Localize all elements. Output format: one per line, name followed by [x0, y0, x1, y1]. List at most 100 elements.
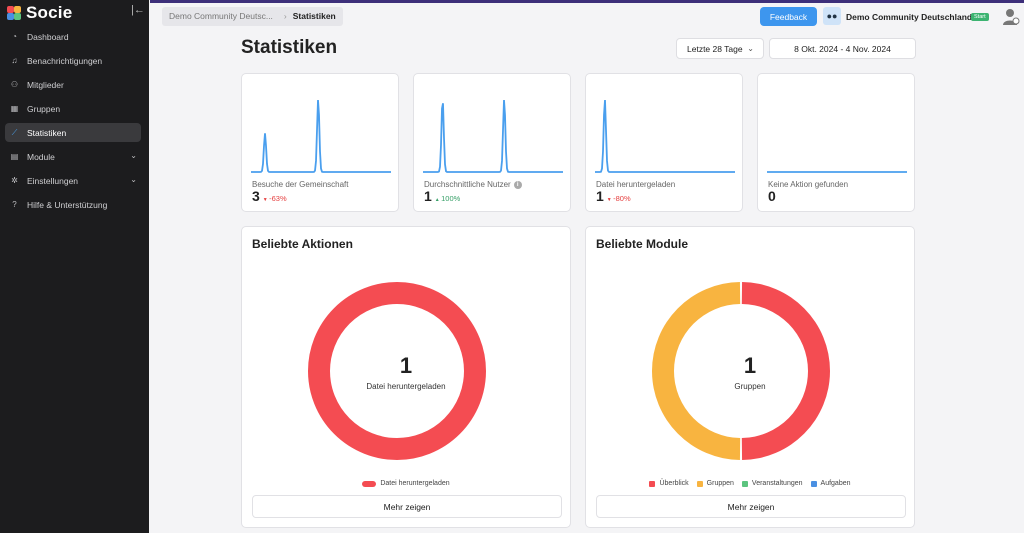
sparkline-chart: [595, 99, 735, 173]
info-icon[interactable]: i: [513, 180, 522, 189]
breadcrumb-current: Statistiken: [290, 7, 343, 26]
groups-icon: ▦: [10, 104, 19, 113]
legend-item[interactable]: Aufgaben: [810, 480, 851, 487]
date-range-picker[interactable]: 8 Okt. 2024 - 4 Nov. 2024: [769, 38, 916, 59]
stat-card-community-visits: Besuche der Gemeinschaft 3 ▼ -63%: [241, 73, 399, 212]
sidebar-nav: ◔ Dashboard ♫ Benachrichtigungen ⚇ Mitglieder…: [5, 27, 141, 219]
stat-change-down: ▼ -63%: [263, 194, 287, 203]
legend-label: Veranstaltungen: [751, 480, 803, 487]
stat-change-text: -80%: [613, 194, 631, 203]
legend-item[interactable]: Überblick: [649, 480, 689, 487]
arrow-up-icon: ▲: [434, 197, 442, 203]
stat-change-down: ▼ -80%: [607, 194, 631, 203]
popular-modules-donut: [651, 282, 830, 460]
donut-slice: [651, 282, 741, 460]
legend-item[interactable]: Veranstaltungen: [741, 480, 803, 487]
plan-badge: Start: [971, 13, 989, 21]
chevron-down-icon[interactable]: ⌄: [130, 175, 137, 184]
legend-swatch: [649, 480, 656, 487]
popular-actions-legend: Datei heruntergeladen: [242, 480, 570, 487]
legend-item[interactable]: Gruppen: [696, 480, 734, 487]
sidebar-item-hilfe-unterstützung[interactable]: ? Hilfe & Unterstützung: [5, 195, 141, 214]
popular-actions-donut: [308, 282, 486, 460]
legend-swatch: [696, 480, 703, 487]
sparkline-chart: [767, 171, 907, 173]
stat-change-text: 100%: [441, 194, 461, 203]
collapse-sidebar-icon[interactable]: |←: [131, 4, 145, 16]
stat-value-number: 1: [424, 188, 432, 204]
user-account-icon[interactable]: [1002, 8, 1020, 26]
sidebar-item-label: Hilfe & Unterstützung: [27, 199, 108, 210]
top-accent-bar: [150, 0, 1024, 3]
dashboard-icon: ◔: [12, 32, 17, 41]
sidebar-item-gruppen[interactable]: ▦ Gruppen: [5, 99, 141, 118]
chevron-down-icon: ⌄: [747, 44, 754, 53]
sidebar-item-label: Gruppen: [27, 103, 61, 114]
stat-label: Keine Aktion gefunden: [768, 180, 848, 189]
app-logo[interactable]: Socie: [7, 3, 72, 23]
breadcrumb: Demo Community Deutsc... › Statistiken: [162, 7, 343, 26]
socie-logo-icon: [7, 6, 21, 20]
popular-modules-title: Beliebte Module: [596, 237, 689, 251]
app-name: Socie: [26, 3, 73, 22]
sidebar: Socie |← ◔ Dashboard ♫ Benachrichtigungen ⚇ M…: [0, 0, 149, 533]
legend-swatch: [741, 480, 748, 487]
legend-swatch: [810, 480, 817, 487]
sparkline-chart: [251, 99, 391, 173]
sparkline-series: [251, 99, 391, 173]
community-name[interactable]: Demo Community Deutschland: [846, 12, 973, 22]
stat-label: Datei heruntergeladen: [596, 180, 675, 189]
sparkline-series: [423, 99, 563, 173]
legend-item[interactable]: Datei heruntergeladen: [362, 480, 450, 487]
range-select-value: Letzte 28 Tage: [687, 43, 743, 54]
sidebar-item-benachrichtigungen[interactable]: ♫ Benachrichtigungen: [5, 51, 141, 70]
stat-value: 0: [768, 188, 776, 204]
stat-value-number: 3: [252, 188, 260, 204]
sidebar-item-dashboard[interactable]: ◔ Dashboard: [5, 27, 141, 46]
page-title: Statistiken: [241, 37, 338, 58]
popular-modules-label: Gruppen: [734, 382, 766, 391]
popular-modules-card: Beliebte Module 1 Gruppen Überblick Grupp…: [585, 226, 915, 528]
stat-change-text: -63%: [269, 194, 287, 203]
legend-label: Aufgaben: [820, 480, 851, 487]
popular-actions-card: Beliebte Aktionen 1 Datei heruntergelade…: [241, 226, 571, 528]
gear-icon: ✲: [11, 176, 18, 185]
stat-value-number: 1: [596, 188, 604, 204]
stat-label: Besuche der Gemeinschaft: [252, 180, 349, 189]
sidebar-item-einstellungen[interactable]: ✲ Einstellungen ⌄: [5, 171, 141, 190]
sidebar-item-statistiken[interactable]: ⟋ Statistiken: [5, 123, 141, 142]
popular-actions-value: 1: [399, 353, 413, 378]
users-icon: ⚇: [10, 80, 19, 89]
sidebar-item-mitglieder[interactable]: ⚇ Mitglieder: [5, 75, 141, 94]
arrow-down-icon: ▼: [262, 197, 270, 203]
stat-value: 3 ▼ -63%: [252, 188, 287, 204]
stat-value: 1 ▲ 100%: [424, 188, 460, 204]
chevron-down-icon[interactable]: ⌄: [130, 151, 137, 160]
stat-card-file-downloaded: Datei heruntergeladen 1 ▼ -80%: [585, 73, 743, 212]
donut-slice: [741, 282, 830, 460]
range-select[interactable]: Letzte 28 Tage ⌄: [676, 38, 764, 59]
sidebar-item-label: Mitglieder: [27, 79, 64, 90]
legend-label: Überblick: [659, 480, 689, 487]
popular-modules-more-button[interactable]: Mehr zeigen: [596, 495, 906, 518]
popular-actions-title: Beliebte Aktionen: [252, 237, 353, 251]
stat-label-text: Besuche der Gemeinschaft: [252, 180, 349, 189]
sidebar-item-module[interactable]: ▤ Module ⌄: [5, 147, 141, 166]
legend-swatch: [362, 480, 377, 487]
popular-actions-more-button[interactable]: Mehr zeigen: [252, 495, 562, 518]
stat-card-no-action: Keine Aktion gefunden 0: [757, 73, 915, 212]
stat-label-text: Keine Aktion gefunden: [768, 180, 849, 189]
chart-icon: ⟋: [11, 127, 18, 137]
breadcrumb-community[interactable]: Demo Community Deutsc...: [162, 7, 280, 26]
stat-label: Durchschnittliche Nutzer i: [424, 180, 522, 189]
community-icon[interactable]: ●●: [823, 7, 841, 25]
stat-value-number: 0: [768, 188, 776, 204]
donut-slice: [308, 282, 486, 460]
stat-change-up: ▲ 100%: [435, 194, 461, 203]
sidebar-item-label: Module: [27, 151, 55, 162]
stat-value: 1 ▼ -80%: [596, 188, 631, 204]
feedback-button[interactable]: Feedback: [760, 7, 817, 26]
sidebar-item-label: Einstellungen: [27, 175, 79, 186]
legend-label: Datei heruntergeladen: [380, 480, 450, 487]
stat-label-text: Durchschnittliche Nutzer: [424, 180, 511, 189]
